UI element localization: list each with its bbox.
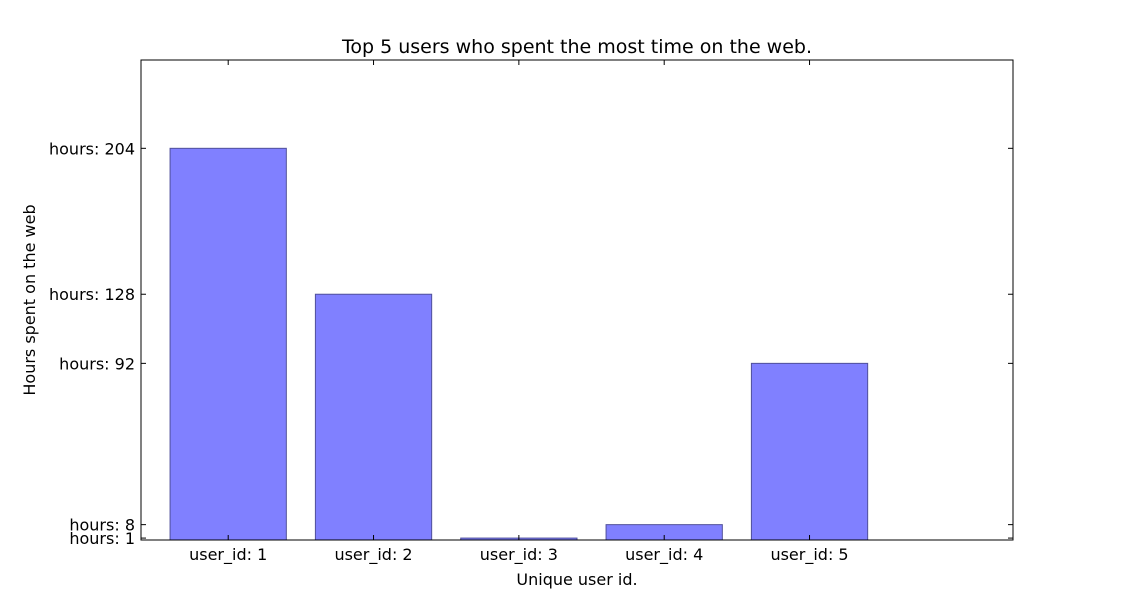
bar-5 (750, 362, 869, 541)
chart-title: Top 5 users who spent the most time on t… (341, 36, 812, 58)
x-axis-title: Unique user id. (516, 570, 637, 589)
plot-area-frame (140, 59, 1014, 541)
y-tick-label: hours: 92 (59, 354, 135, 373)
y-tick-label: hours: 8 (69, 516, 135, 535)
y-tick-label: hours: 128 (49, 285, 135, 304)
x-tick-label: user_id: 1 (189, 545, 267, 565)
x-tick-label: user_id: 4 (625, 545, 703, 565)
x-tick-label: user_id: 2 (334, 545, 412, 565)
bar-2 (314, 293, 433, 541)
x-tick-label: user_id: 5 (770, 545, 848, 565)
y-axis-title: Hours spent on the web (20, 204, 39, 395)
ticks-layer: user_id: 1 user_id: 2 user_id: 3 user_id: 4… (49, 60, 1013, 565)
y-tick-label: hours: 204 (49, 139, 135, 158)
bar-1 (169, 147, 287, 541)
x-tick-label: user_id: 3 (480, 545, 558, 565)
bars-layer (169, 147, 869, 541)
y-tick-label: hours: 1 (69, 529, 135, 548)
